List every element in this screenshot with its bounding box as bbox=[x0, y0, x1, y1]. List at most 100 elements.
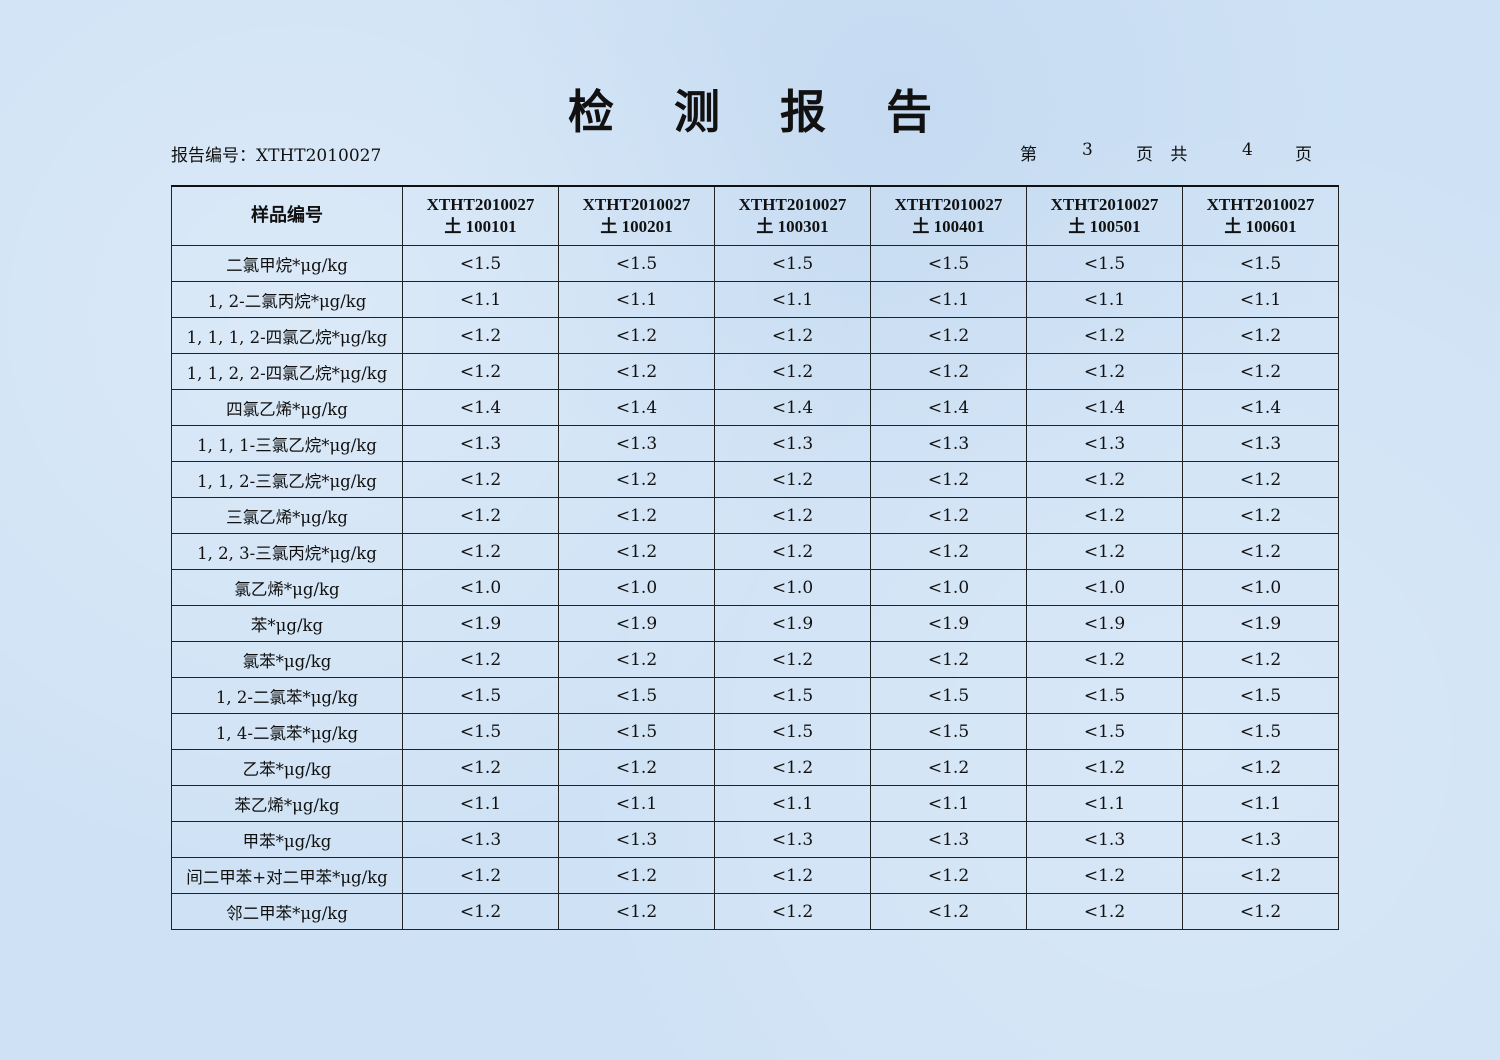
result-cell: <1.3 bbox=[402, 425, 559, 462]
result-cell: <1.9 bbox=[1182, 605, 1339, 642]
result-cell: <1.2 bbox=[402, 533, 559, 570]
result-cell: <1.2 bbox=[1182, 353, 1339, 390]
result-cell: <1.9 bbox=[402, 605, 559, 642]
result-cell: <1.0 bbox=[714, 569, 871, 606]
table-row: 邻二甲苯*μg/kg <1.2 <1.2 <1.2 <1.2 <1.2 <1.2 bbox=[171, 893, 1339, 930]
table-row: 1, 2-二氯丙烷*μg/kg <1.1 <1.1 <1.1 <1.1 <1.1 <1.1 bbox=[171, 281, 1339, 318]
result-cell: <1.3 bbox=[1026, 821, 1183, 858]
table-row: 苯*μg/kg <1.9 <1.9 <1.9 <1.9 <1.9 <1.9 bbox=[171, 605, 1339, 642]
result-cell: <1.4 bbox=[1182, 389, 1339, 426]
result-cell: <1.2 bbox=[402, 317, 559, 354]
results-table: 样品编号 XTHT2010027 土 100101 XTHT2010027 土 100… bbox=[171, 185, 1339, 930]
result-cell: <1.0 bbox=[870, 569, 1027, 606]
result-cell: <1.2 bbox=[1182, 533, 1339, 570]
result-cell: <1.2 bbox=[870, 641, 1027, 678]
result-cell: <1.2 bbox=[1026, 497, 1183, 534]
result-cell: <1.9 bbox=[1026, 605, 1183, 642]
result-cell: <1.0 bbox=[1026, 569, 1183, 606]
result-cell: <1.2 bbox=[870, 533, 1027, 570]
result-cell: <1.2 bbox=[870, 749, 1027, 786]
result-cell: <1.1 bbox=[714, 281, 871, 318]
table-row: 苯乙烯*μg/kg <1.1 <1.1 <1.1 <1.1 <1.1 <1.1 bbox=[171, 785, 1339, 822]
column-header: XTHT2010027 土 100601 bbox=[1182, 185, 1339, 246]
result-cell: <1.2 bbox=[558, 857, 715, 894]
table-row: 间二甲苯+对二甲苯*μg/kg <1.2 <1.2 <1.2 <1.2 <1.2 <1.2 bbox=[171, 857, 1339, 894]
result-cell: <1.4 bbox=[402, 389, 559, 426]
analyte-name: 间二甲苯+对二甲苯*μg/kg bbox=[171, 857, 403, 894]
column-header: XTHT2010027 土 100401 bbox=[870, 185, 1027, 246]
result-cell: <1.5 bbox=[1026, 677, 1183, 714]
page-prefix: 第 bbox=[1020, 145, 1037, 165]
result-cell: <1.2 bbox=[558, 461, 715, 498]
page-suffix: 页 bbox=[1295, 145, 1312, 165]
report-title: 检 测 报 告 bbox=[567, 85, 955, 139]
result-cell: <1.1 bbox=[1026, 281, 1183, 318]
result-cell: <1.2 bbox=[558, 317, 715, 354]
table-row: 1, 4-二氯苯*μg/kg <1.5 <1.5 <1.5 <1.5 <1.5 <1.5 bbox=[171, 713, 1339, 750]
result-cell: <1.2 bbox=[402, 641, 559, 678]
result-cell: <1.9 bbox=[870, 605, 1027, 642]
result-cell: <1.2 bbox=[1182, 641, 1339, 678]
result-cell: <1.3 bbox=[1182, 821, 1339, 858]
result-cell: <1.2 bbox=[714, 749, 871, 786]
result-cell: <1.2 bbox=[714, 497, 871, 534]
table-row: 甲苯*μg/kg <1.3 <1.3 <1.3 <1.3 <1.3 <1.3 bbox=[171, 821, 1339, 858]
column-header-line2: 土 100201 bbox=[600, 217, 673, 236]
column-header-line1: XTHT2010027 bbox=[738, 195, 847, 214]
table-row: 1, 1, 1, 2-四氯乙烷*μg/kg <1.2 <1.2 <1.2 <1.2 <1.… bbox=[171, 317, 1339, 354]
result-cell: <1.2 bbox=[870, 893, 1027, 930]
result-cell: <1.2 bbox=[1026, 749, 1183, 786]
column-header-line2: 土 100301 bbox=[756, 217, 829, 236]
column-header-line2: 土 100501 bbox=[1068, 217, 1141, 236]
result-cell: <1.9 bbox=[558, 605, 715, 642]
analyte-name: 三氯乙烯*μg/kg bbox=[171, 497, 403, 534]
result-cell: <1.5 bbox=[714, 677, 871, 714]
result-cell: <1.1 bbox=[402, 281, 559, 318]
result-cell: <1.3 bbox=[1182, 425, 1339, 462]
result-cell: <1.1 bbox=[558, 281, 715, 318]
result-cell: <1.5 bbox=[558, 245, 715, 282]
result-cell: <1.0 bbox=[1182, 569, 1339, 606]
page-current: 3 bbox=[1082, 140, 1093, 160]
result-cell: <1.2 bbox=[1182, 749, 1339, 786]
result-cell: <1.2 bbox=[1026, 641, 1183, 678]
result-cell: <1.5 bbox=[558, 713, 715, 750]
column-header-line1: XTHT2010027 bbox=[1206, 195, 1315, 214]
table-row: 氯苯*μg/kg <1.2 <1.2 <1.2 <1.2 <1.2 <1.2 bbox=[171, 641, 1339, 678]
result-cell: <1.5 bbox=[402, 713, 559, 750]
result-cell: <1.3 bbox=[558, 425, 715, 462]
result-cell: <1.2 bbox=[1182, 317, 1339, 354]
result-cell: <1.5 bbox=[1182, 713, 1339, 750]
result-cell: <1.5 bbox=[870, 677, 1027, 714]
result-cell: <1.2 bbox=[1182, 461, 1339, 498]
result-cell: <1.4 bbox=[1026, 389, 1183, 426]
analyte-name: 1, 1, 2-三氯乙烷*μg/kg bbox=[171, 461, 403, 498]
result-cell: <1.5 bbox=[558, 677, 715, 714]
column-header-line1: XTHT2010027 bbox=[1050, 195, 1159, 214]
result-cell: <1.3 bbox=[870, 425, 1027, 462]
result-cell: <1.2 bbox=[558, 893, 715, 930]
result-cell: <1.2 bbox=[1026, 461, 1183, 498]
result-cell: <1.5 bbox=[870, 713, 1027, 750]
result-cell: <1.2 bbox=[1182, 893, 1339, 930]
result-cell: <1.5 bbox=[714, 245, 871, 282]
result-cell: <1.1 bbox=[402, 785, 559, 822]
result-cell: <1.3 bbox=[870, 821, 1027, 858]
table-row: 1, 2, 3-三氯丙烷*μg/kg <1.2 <1.2 <1.2 <1.2 <1.2 <1… bbox=[171, 533, 1339, 570]
result-cell: <1.2 bbox=[1182, 497, 1339, 534]
analyte-name: 苯*μg/kg bbox=[171, 605, 403, 642]
column-header-line2: 土 100601 bbox=[1224, 217, 1297, 236]
result-cell: <1.2 bbox=[870, 461, 1027, 498]
result-cell: <1.3 bbox=[1026, 425, 1183, 462]
result-cell: <1.2 bbox=[714, 317, 871, 354]
result-cell: <1.1 bbox=[870, 281, 1027, 318]
analyte-name: 1, 2-二氯丙烷*μg/kg bbox=[171, 281, 403, 318]
table-row: 四氯乙烯*μg/kg <1.4 <1.4 <1.4 <1.4 <1.4 <1.4 bbox=[171, 389, 1339, 426]
table-row: 三氯乙烯*μg/kg <1.2 <1.2 <1.2 <1.2 <1.2 <1.2 bbox=[171, 497, 1339, 534]
result-cell: <1.4 bbox=[714, 389, 871, 426]
analyte-name: 邻二甲苯*μg/kg bbox=[171, 893, 403, 930]
result-cell: <1.5 bbox=[402, 245, 559, 282]
result-cell: <1.0 bbox=[558, 569, 715, 606]
analyte-name: 1, 2-二氯苯*μg/kg bbox=[171, 677, 403, 714]
result-cell: <1.2 bbox=[402, 461, 559, 498]
